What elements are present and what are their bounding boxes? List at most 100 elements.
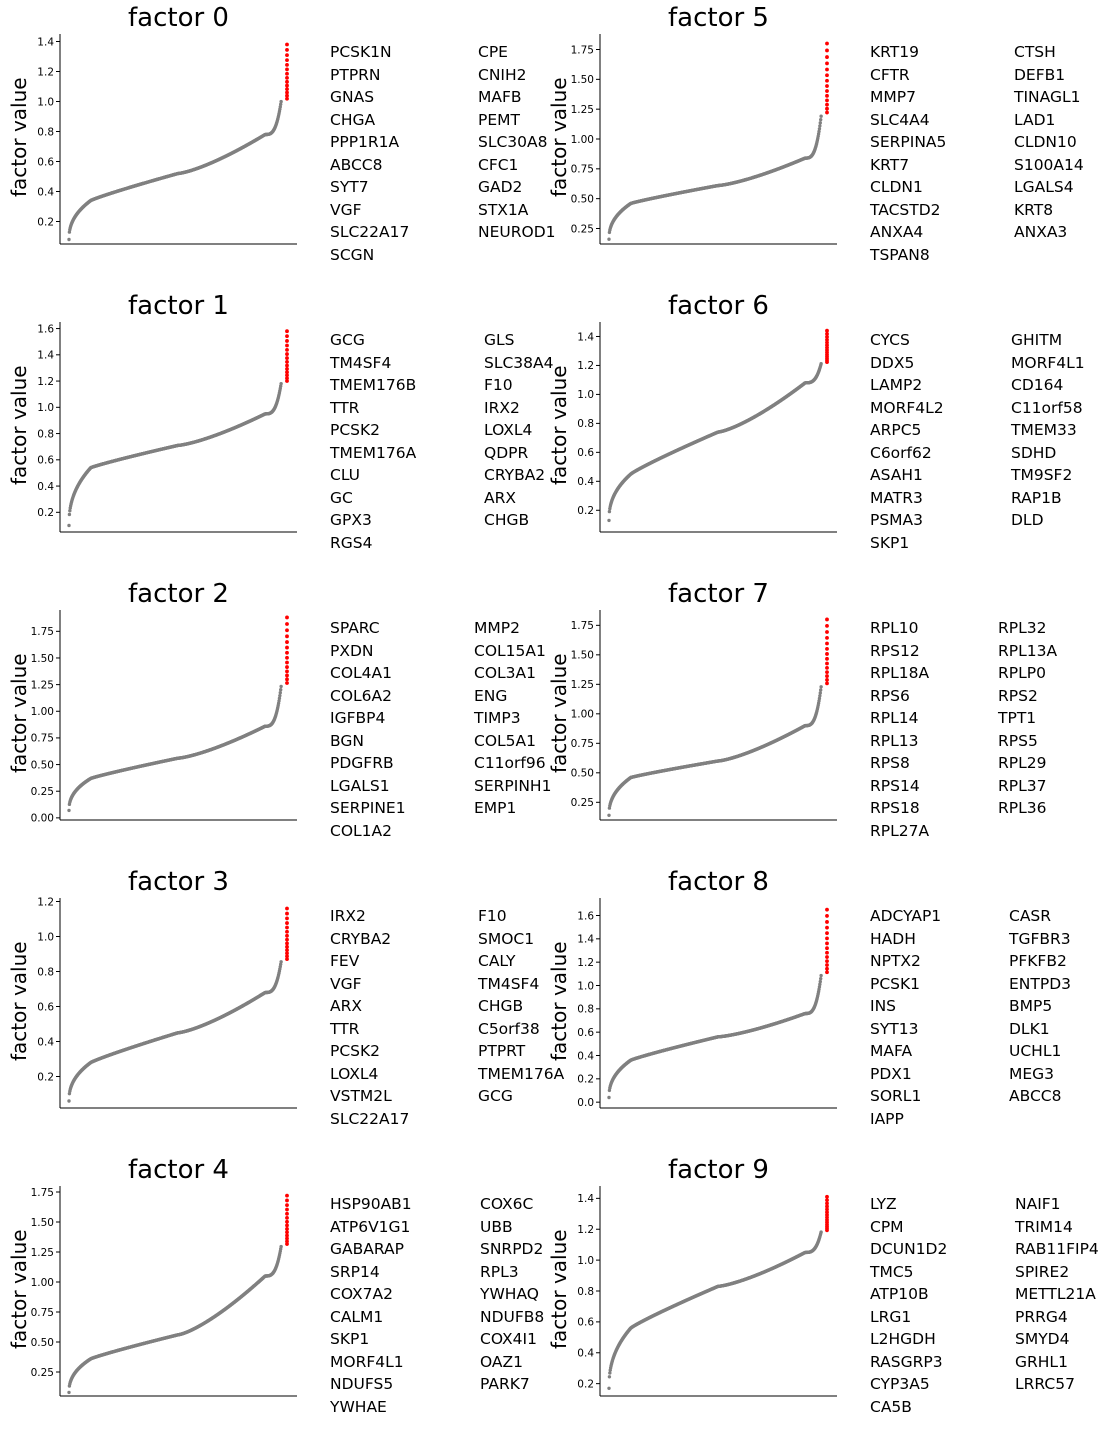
y-tick: 0.4 [37,1036,60,1048]
gene-label: DLD [1011,511,1044,529]
gene-label: SKP1 [330,1330,369,1348]
y-tick-label: 0.8 [37,126,54,138]
top-gene-point [285,344,289,348]
y-tick-label: 1.00 [571,709,594,721]
top-gene-point [285,1199,289,1203]
y-tick: 0.2 [577,505,600,517]
data-point [819,121,822,124]
y-tick: 1.75 [571,44,600,56]
y-tick: 1.25 [31,679,60,691]
y-tick-label: 1.00 [571,134,594,146]
panel-title: factor 3 [60,867,297,897]
top-gene-point [825,73,829,77]
y-tick: 1.0 [37,931,60,943]
y-tick-label: 0.75 [31,733,54,745]
top-gene-point [285,674,289,678]
top-gene-point [825,49,829,53]
y-tick-label: 0.6 [37,1001,54,1013]
data-point [279,685,282,688]
top-gene-point [285,58,289,62]
gene-label: MATR3 [870,489,923,507]
gene-label: CRYBA2 [484,466,545,484]
gene-label: MAFB [478,88,522,106]
scatter-plot: 0.20.40.60.81.01.21.41.6 [0,322,297,536]
gene-label: TACSTD2 [870,201,941,219]
y-tick: 0.75 [571,738,600,750]
gene-label: PTPRN [330,66,381,84]
top-gene-point [825,657,829,661]
gene-label: RPS12 [870,642,920,660]
sorted-points [67,43,289,242]
gene-label: LAMP2 [870,376,922,394]
panel-title: factor 7 [600,579,837,609]
scatter-plot: 0.20.40.60.81.01.21.4 [0,34,297,248]
y-tick: 1.4 [577,331,600,343]
data-point [607,238,610,241]
y-tick-label: 0.25 [31,1367,54,1379]
gene-label: LOXL4 [330,1065,378,1083]
gene-label: MMP2 [474,619,520,637]
sorted-points [607,908,829,1099]
gene-label: ANXA3 [1014,223,1067,241]
y-tick: 1.4 [37,350,60,362]
gene-label: RPS14 [870,777,920,795]
y-tick: 0.25 [571,223,600,235]
top-gene-point [285,76,289,80]
gene-label: RPL27A [870,822,929,840]
gene-label: RPLP0 [998,664,1046,682]
top-gene-point [285,63,289,67]
y-tick: 1.0 [577,389,600,401]
sorted-points [607,618,829,817]
gene-label: SMOC1 [478,930,534,948]
top-gene-point [285,1208,289,1212]
top-gene-point [285,669,289,673]
y-tick: 0.75 [31,1307,60,1319]
gene-label: IGFBP4 [330,709,385,727]
top-gene-point [285,1224,289,1228]
gene-label: RGS4 [330,534,372,552]
y-tick-label: 1.25 [571,679,594,691]
gene-label: YWHAE [330,1398,387,1416]
y-tick: 1.25 [571,104,600,116]
data-point [819,118,822,121]
gene-label: EMP1 [474,799,516,817]
gene-label: NDUFS5 [330,1375,393,1393]
gene-label: GCG [478,1087,513,1105]
gene-label: SPARC [330,619,380,637]
y-tick-label: 0.25 [31,786,54,798]
gene-label: SLC22A17 [330,223,409,241]
y-tick: 1.2 [37,66,60,78]
gene-label: SDHD [1011,444,1056,462]
gene-label: SLC22A17 [330,1110,409,1128]
top-gene-point [285,360,289,364]
y-tick: 0.50 [31,759,60,771]
data-point [67,1099,70,1102]
top-gene-point [285,334,289,338]
gene-label: SKP1 [870,534,909,552]
y-tick: 1.50 [31,1217,60,1229]
gene-label: PARK7 [480,1375,530,1393]
y-tick-label: 1.50 [571,74,594,86]
gene-label: TMEM176A [330,444,416,462]
gene-label: CALY [478,952,515,970]
gene-label: CHGA [330,111,375,129]
data-point [608,510,611,513]
y-tick-label: 1.2 [37,376,54,388]
gene-label: SRP14 [330,1263,380,1281]
data-point [68,513,71,516]
top-gene-point [825,94,829,98]
top-gene-point [285,72,289,76]
y-tick-label: 1.75 [31,626,54,638]
gene-label: RPL29 [998,754,1046,772]
y-tick-label: 1.4 [577,331,594,343]
y-tick: 0.75 [31,733,60,745]
y-tick: 0.25 [31,1367,60,1379]
gene-label: PDGFRB [330,754,394,772]
top-gene-point [285,661,289,665]
gene-label: KRT19 [870,43,919,61]
gene-label: PCSK2 [330,421,380,439]
